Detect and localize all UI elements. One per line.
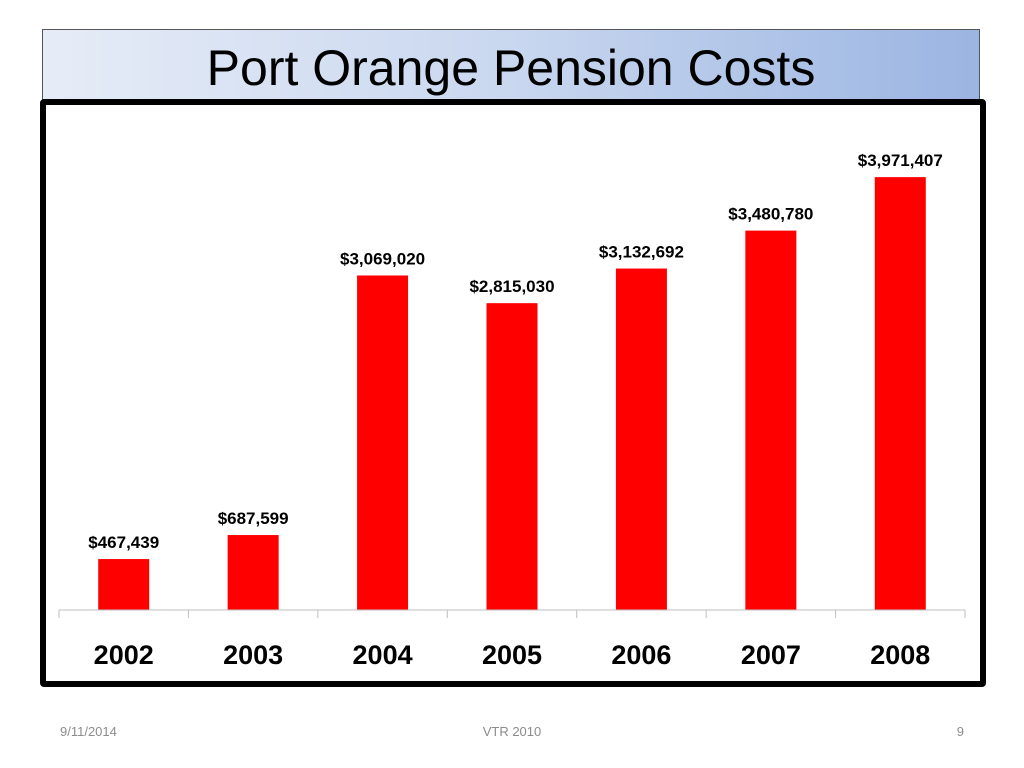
data-label-2004: $3,069,020 <box>340 249 425 268</box>
bar-chart: $467,439 $687,599 $3,069,020 $2,815,030 $3,1… <box>58 151 966 670</box>
category-label-2008: 2008 <box>870 640 930 670</box>
category-label-2003: 2003 <box>223 640 283 670</box>
category-label-2005: 2005 <box>482 640 542 670</box>
data-label-2006: $3,132,692 <box>599 243 684 262</box>
slide-title: Port Orange Pension Costs <box>206 40 816 96</box>
bar-2003 <box>227 535 279 610</box>
data-label-2008: $3,971,407 <box>858 151 943 170</box>
bars-group <box>98 177 926 611</box>
footer-center-text: VTR 2010 <box>482 724 542 739</box>
data-label-2002: $467,439 <box>88 533 159 552</box>
category-label-2004: 2004 <box>353 640 413 670</box>
data-labels-group: $467,439 $687,599 $3,069,020 $2,815,030 $3,1… <box>88 151 943 552</box>
category-labels-group: 2002 2003 2004 2005 2006 2007 2008 <box>94 640 931 670</box>
title-band: Port Orange Pension Costs <box>42 29 980 101</box>
page-number: 9 <box>956 724 964 739</box>
bar-2005 <box>486 303 538 610</box>
category-label-2006: 2006 <box>611 640 671 670</box>
bar-2004 <box>357 275 409 610</box>
data-label-2005: $2,815,030 <box>469 277 554 296</box>
footer-date: 9/11/2014 <box>60 724 117 739</box>
bar-2008 <box>874 177 926 610</box>
data-label-2003: $687,599 <box>218 509 289 528</box>
x-axis <box>58 609 966 618</box>
bar-2006 <box>615 268 667 610</box>
category-label-2007: 2007 <box>741 640 801 670</box>
bar-2007 <box>745 230 797 611</box>
data-label-2007: $3,480,780 <box>728 205 813 224</box>
bar-2002 <box>98 559 150 610</box>
category-label-2002: 2002 <box>94 640 154 670</box>
